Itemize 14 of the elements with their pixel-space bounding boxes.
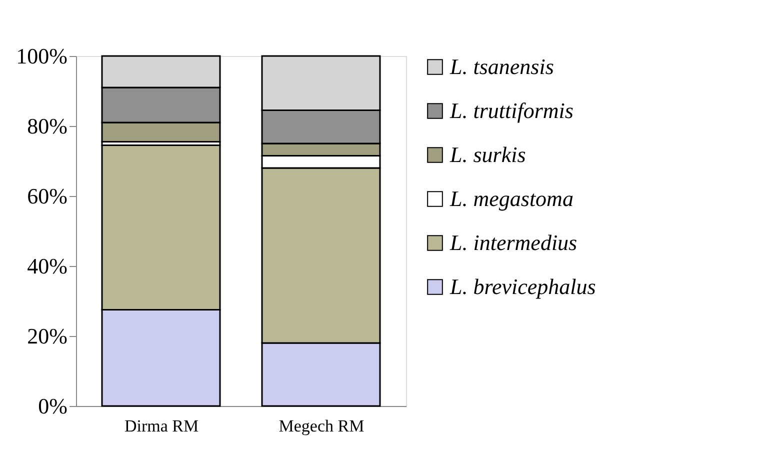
y-tick-label: 80%	[27, 114, 68, 138]
x-tick-label: Megech RM	[278, 416, 364, 436]
legend-label: L. surkis	[449, 142, 526, 167]
y-tick-label: 20%	[27, 324, 68, 348]
y-tick-label: 0%	[38, 394, 68, 418]
legend-label: L. tsanensis	[449, 54, 554, 79]
legend-label: L. brevicephalus	[449, 274, 596, 299]
y-tick-label: 40%	[27, 254, 68, 278]
y-tick-label: 60%	[27, 184, 68, 208]
legend-label: L. intermedius	[449, 230, 578, 255]
x-tick-label: Dirma RM	[124, 416, 199, 436]
legend-label: L. megastoma	[449, 186, 574, 211]
legend-label: L. truttiformis	[449, 98, 574, 123]
y-tick-label: 100%	[16, 44, 68, 68]
